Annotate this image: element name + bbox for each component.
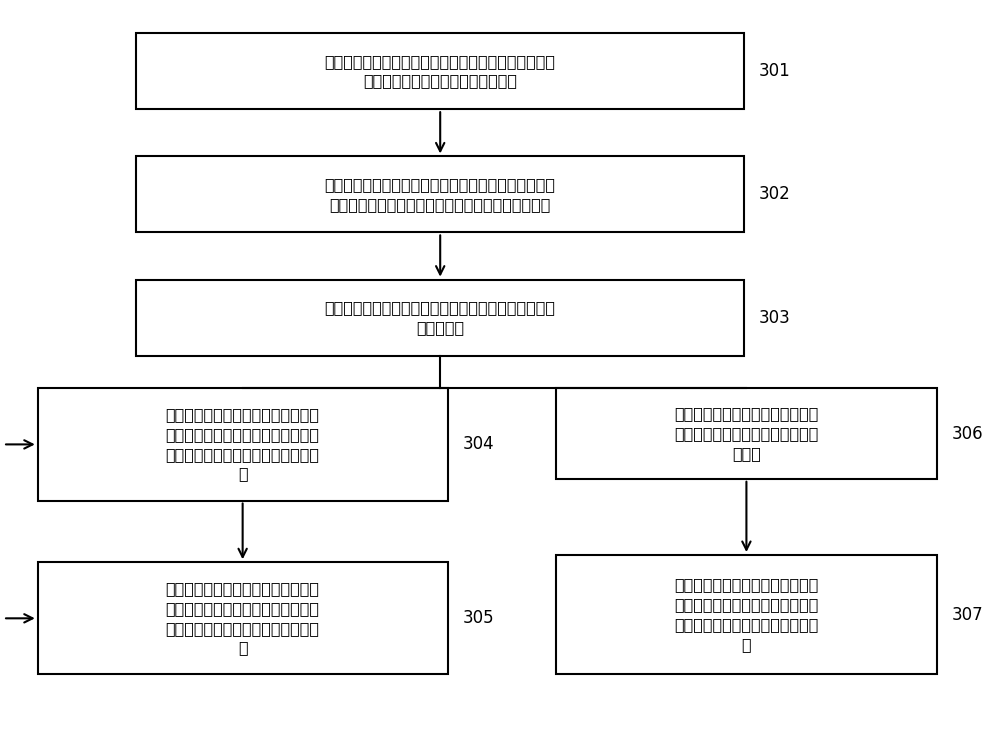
Text: 302: 302 [759, 185, 791, 203]
Text: 基于所述第一功能标签，确定第二功能界面，所述第二
功能界面的第二功能标签与所述第一功能标签相关联: 基于所述第一功能标签，确定第二功能界面，所述第二 功能界面的第二功能标签与所述第… [325, 177, 556, 212]
FancyBboxPatch shape [136, 156, 744, 232]
FancyBboxPatch shape [556, 388, 937, 479]
Text: 306: 306 [951, 424, 983, 443]
FancyBboxPatch shape [556, 555, 937, 674]
Text: 307: 307 [951, 605, 983, 624]
Text: 304: 304 [462, 435, 494, 454]
Text: 响应于对所述共享操作区域的第二
输入，获取所述共享操作区域的操
作内容: 响应于对所述共享操作区域的第二 输入，获取所述共享操作区域的操 作内容 [674, 406, 819, 461]
Text: 305: 305 [462, 609, 494, 627]
Text: 所述第一功能界面和所述第二功能界面分屏显示在目标
显示界面中: 所述第一功能界面和所述第二功能界面分屏显示在目标 显示界面中 [325, 301, 556, 335]
FancyBboxPatch shape [38, 388, 448, 501]
Text: 响应于对所述第一功能界面的操作内
容的第二输入，将所述第一功能界面
的操作内容复制到所述第二功能界面
中: 响应于对所述第一功能界面的操作内 容的第二输入，将所述第一功能界面 的操作内容复… [166, 408, 320, 482]
Text: 对所述第一功能界面和所述第二功
能界面中的至少一者执行所述共享
操作区域的操作内容对应的应用操
作: 对所述第一功能界面和所述第二功 能界面中的至少一者执行所述共享 操作区域的操作内… [674, 578, 819, 652]
Text: 响应于第一输入，确定目标应用的第一功能界面以及所
述第一功能界面对应的第一功能标签: 响应于第一输入，确定目标应用的第一功能界面以及所 述第一功能界面对应的第一功能标… [325, 54, 556, 89]
FancyBboxPatch shape [38, 562, 448, 674]
Text: 303: 303 [759, 309, 791, 327]
Text: 响应于对所述第二功能界面的操作内
容的第二输入，将所述第二功能界面
的操作内容复制到所述第一功能界面
中: 响应于对所述第二功能界面的操作内 容的第二输入，将所述第二功能界面 的操作内容复… [166, 581, 320, 655]
FancyBboxPatch shape [136, 33, 744, 109]
Text: 301: 301 [759, 62, 791, 80]
FancyBboxPatch shape [136, 279, 744, 356]
